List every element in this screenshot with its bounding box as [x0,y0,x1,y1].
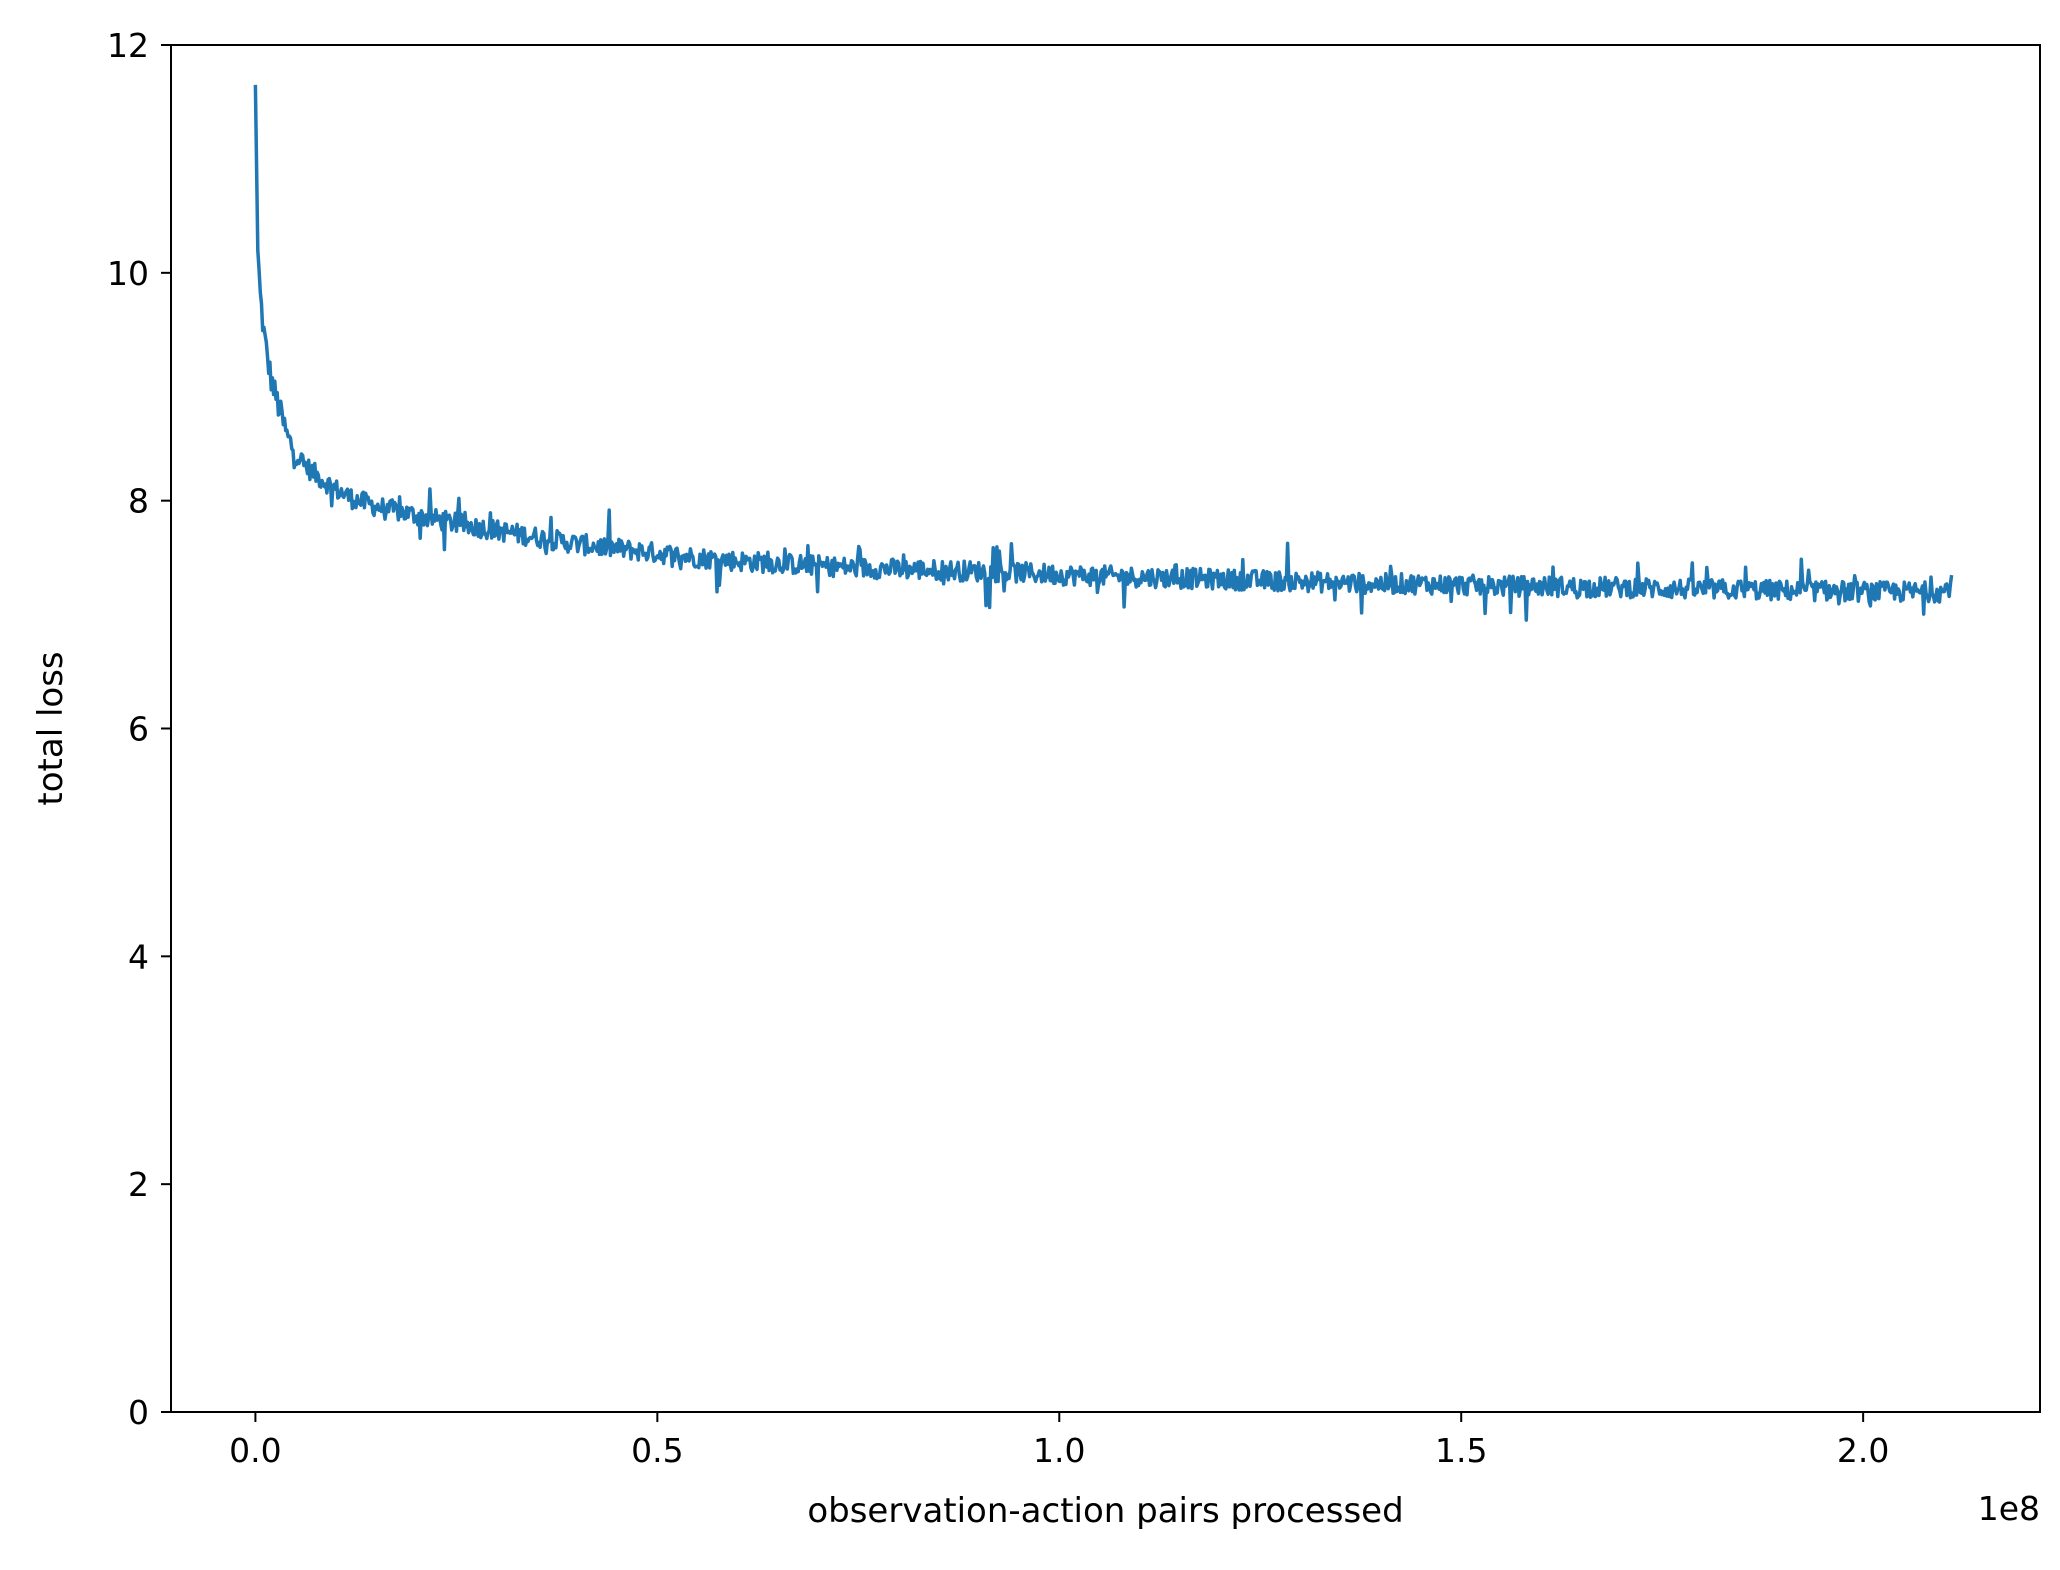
x-tick-label: 0.5 [631,1431,683,1470]
x-axis-ticks: 0.0 0.5 1.0 1.5 2.0 [229,1412,1889,1470]
y-tick-label: 10 [107,254,149,293]
y-tick-label: 4 [128,937,149,976]
x-tick-label: 0.0 [229,1431,281,1470]
x-axis-label: observation-action pairs processed [807,1491,1403,1531]
y-tick-label: 0 [128,1393,149,1432]
y-tick-label: 8 [128,482,149,521]
y-axis-ticks: 0 2 4 6 8 10 12 [107,26,171,1432]
x-tick-label: 1.0 [1033,1431,1085,1470]
y-tick-label: 2 [128,1165,149,1204]
x-tick-label: 2.0 [1837,1431,1889,1470]
y-tick-label: 6 [128,710,149,749]
y-axis-label: total loss [31,651,71,805]
x-tick-label: 1.5 [1435,1431,1487,1470]
x-axis-offset-label: 1e8 [1978,1489,2040,1528]
series-line [253,84,1954,622]
series-layer [253,84,1954,622]
y-tick-label: 12 [107,26,149,65]
